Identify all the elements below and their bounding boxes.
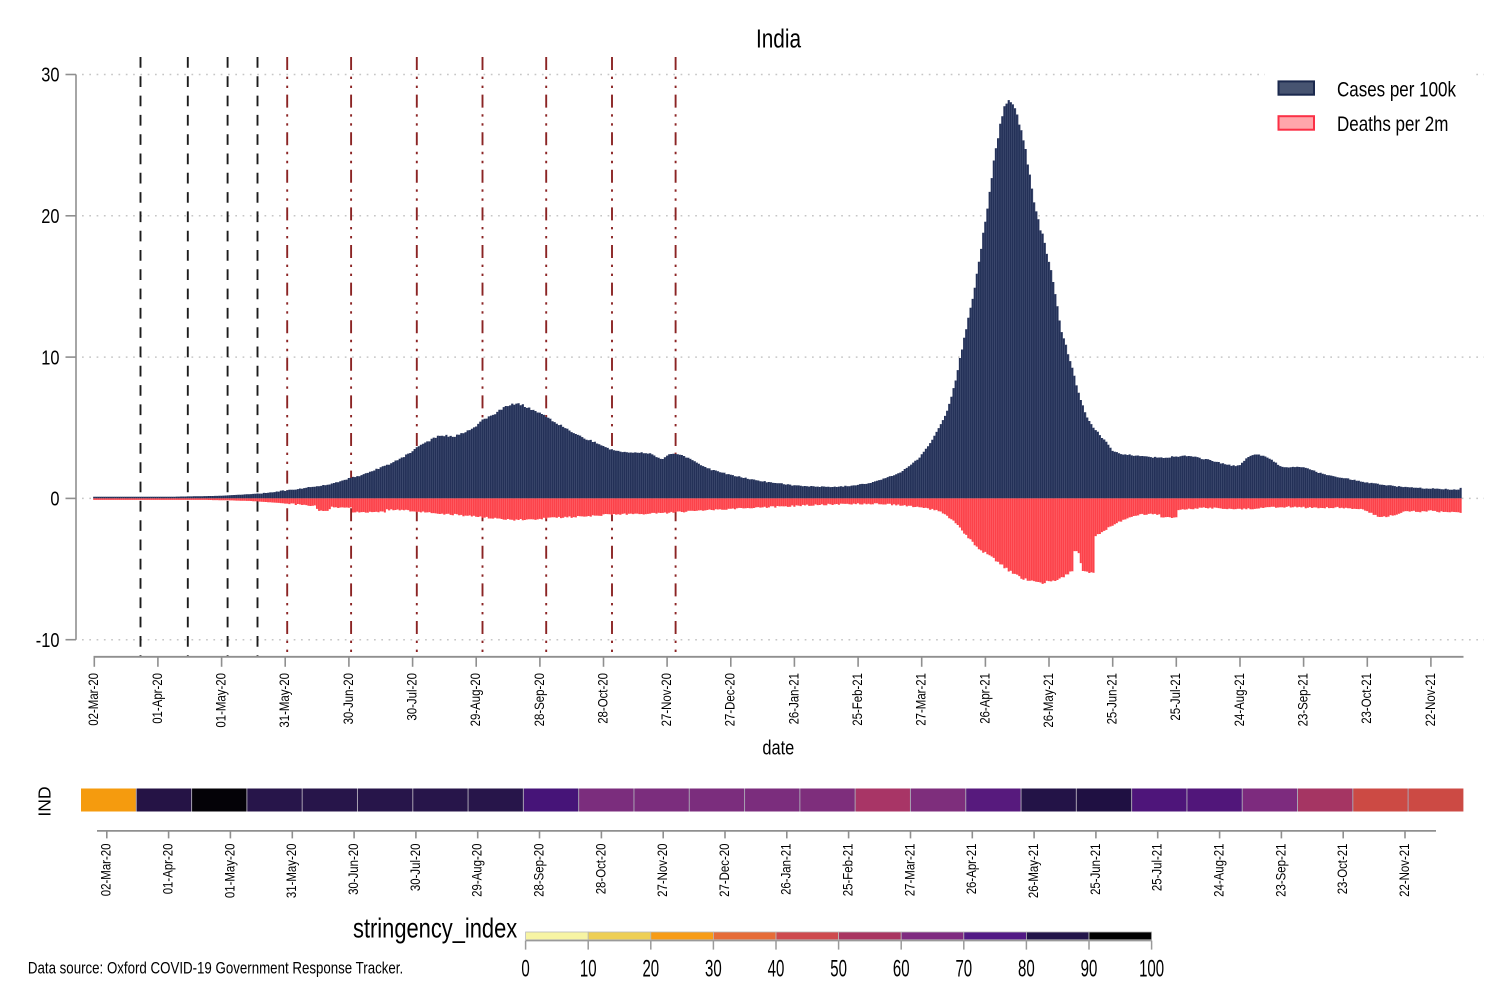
svg-text:30-Jul-20: 30-Jul-20 — [408, 843, 423, 891]
svg-text:25-Feb-21: 25-Feb-21 — [841, 843, 856, 896]
svg-text:28-Sep-20: 28-Sep-20 — [532, 843, 547, 896]
svg-text:23-Oct-21: 23-Oct-21 — [1335, 843, 1350, 894]
svg-text:30-Jun-20: 30-Jun-20 — [341, 673, 356, 724]
svg-text:31-May-20: 31-May-20 — [277, 673, 292, 728]
svg-text:stringency_index: stringency_index — [353, 914, 518, 944]
svg-text:01-May-20: 01-May-20 — [222, 843, 237, 898]
svg-text:26-Jan-21: 26-Jan-21 — [786, 673, 801, 724]
svg-text:100: 100 — [1139, 956, 1164, 982]
svg-text:24-Aug-21: 24-Aug-21 — [1232, 673, 1247, 726]
svg-text:90: 90 — [1081, 956, 1098, 982]
svg-text:26-Jan-21: 26-Jan-21 — [779, 843, 794, 894]
svg-text:10: 10 — [580, 956, 597, 982]
svg-text:0: 0 — [521, 956, 529, 982]
svg-text:26-Apr-21: 26-Apr-21 — [977, 673, 992, 724]
svg-text:02-Mar-20: 02-Mar-20 — [86, 673, 101, 726]
svg-text:20: 20 — [41, 204, 59, 227]
svg-text:20: 20 — [642, 956, 659, 982]
svg-text:01-Apr-20: 01-Apr-20 — [161, 843, 176, 894]
svg-text:23-Oct-21: 23-Oct-21 — [1359, 673, 1374, 724]
svg-text:date: date — [762, 736, 794, 759]
svg-text:28-Oct-20: 28-Oct-20 — [593, 843, 608, 894]
svg-text:27-Nov-20: 27-Nov-20 — [655, 843, 670, 896]
svg-text:Deaths per 2m: Deaths per 2m — [1337, 113, 1448, 136]
svg-text:26-May-21: 26-May-21 — [1026, 843, 1041, 898]
svg-text:27-Mar-21: 27-Mar-21 — [914, 673, 929, 726]
svg-text:Cases per 100k: Cases per 100k — [1337, 79, 1456, 102]
svg-text:30: 30 — [41, 63, 59, 86]
svg-text:25-Jun-21: 25-Jun-21 — [1105, 673, 1120, 724]
svg-text:60: 60 — [893, 956, 910, 982]
svg-text:27-Mar-21: 27-Mar-21 — [903, 843, 918, 896]
svg-text:22-Nov-21: 22-Nov-21 — [1397, 843, 1412, 896]
svg-text:29-Aug-20: 29-Aug-20 — [470, 843, 485, 896]
svg-text:31-May-20: 31-May-20 — [284, 843, 299, 898]
svg-text:28-Oct-20: 28-Oct-20 — [596, 673, 611, 724]
svg-text:01-Apr-20: 01-Apr-20 — [150, 673, 165, 724]
svg-text:24-Aug-21: 24-Aug-21 — [1212, 843, 1227, 896]
svg-text:25-Jul-21: 25-Jul-21 — [1168, 673, 1183, 721]
svg-text:25-Feb-21: 25-Feb-21 — [850, 673, 865, 726]
svg-text:22-Nov-21: 22-Nov-21 — [1423, 673, 1438, 726]
svg-text:30-Jul-20: 30-Jul-20 — [405, 673, 420, 721]
svg-text:28-Sep-20: 28-Sep-20 — [532, 673, 547, 726]
svg-text:26-Apr-21: 26-Apr-21 — [964, 843, 979, 894]
svg-text:27-Dec-20: 27-Dec-20 — [723, 673, 738, 726]
svg-text:01-May-20: 01-May-20 — [214, 673, 229, 728]
svg-text:IND: IND — [35, 786, 55, 816]
svg-text:India: India — [756, 24, 802, 53]
svg-text:25-Jun-21: 25-Jun-21 — [1088, 843, 1103, 894]
svg-text:10: 10 — [41, 346, 59, 369]
svg-text:30-Jun-20: 30-Jun-20 — [346, 843, 361, 894]
svg-text:02-Mar-20: 02-Mar-20 — [99, 843, 114, 896]
svg-text:29-Aug-20: 29-Aug-20 — [468, 673, 483, 726]
svg-text:23-Sep-21: 23-Sep-21 — [1296, 673, 1311, 726]
svg-text:26-May-21: 26-May-21 — [1041, 673, 1056, 728]
svg-text:30: 30 — [705, 956, 722, 982]
svg-text:25-Jul-21: 25-Jul-21 — [1150, 843, 1165, 891]
svg-text:27-Nov-20: 27-Nov-20 — [659, 673, 674, 726]
svg-text:-10: -10 — [36, 628, 60, 651]
svg-text:0: 0 — [50, 487, 59, 510]
svg-text:40: 40 — [768, 956, 785, 982]
svg-text:50: 50 — [830, 956, 847, 982]
svg-text:23-Sep-21: 23-Sep-21 — [1273, 843, 1288, 896]
svg-text:80: 80 — [1018, 956, 1035, 982]
svg-text:Data source: Oxford COVID-19 G: Data source: Oxford COVID-19 Government … — [28, 959, 403, 978]
svg-text:70: 70 — [955, 956, 972, 982]
svg-text:27-Dec-20: 27-Dec-20 — [717, 843, 732, 896]
